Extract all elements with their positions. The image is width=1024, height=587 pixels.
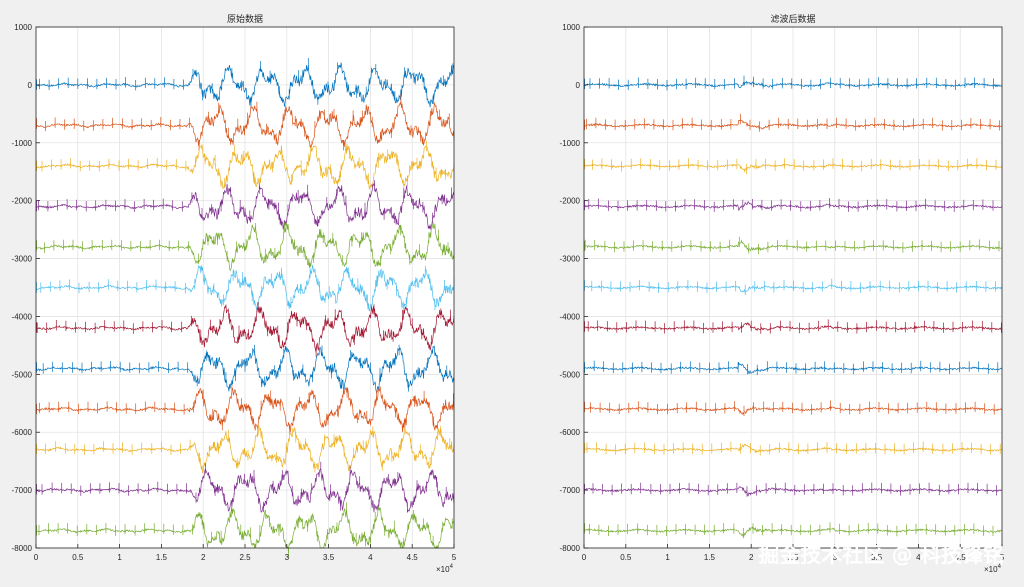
filtered-data-series-line-4: [583, 198, 1003, 213]
filtered-data-series-line-6: [583, 278, 1003, 295]
raw-data-y-tick-label: -7000: [12, 486, 33, 495]
filtered-data-y-tick-label: -8000: [560, 544, 581, 553]
raw-data-series-line-5: [35, 222, 455, 272]
filtered-data-y-tick-label: -4000: [560, 312, 581, 321]
filtered-data-x-tick-label: 4: [916, 553, 921, 562]
raw-data-x-multiplier: ×104: [436, 564, 454, 574]
raw-data-x-tick-label: 4: [368, 553, 373, 562]
raw-data-series-line-10: [35, 425, 455, 474]
filtered-data-title: 滤波后数据: [770, 13, 815, 24]
filtered-data-series-line-8: [583, 360, 1003, 376]
raw-data-series-line-11: [35, 461, 455, 513]
raw-data-y-tick-label: -1000: [12, 139, 33, 148]
raw-data-y-tick-label: -5000: [12, 370, 33, 379]
raw-data-series-line-1: [35, 58, 455, 108]
raw-data-x-tick-label: 2.5: [239, 553, 251, 562]
filtered-data-series-line-5: [583, 236, 1003, 255]
filtered-data-y-tick-label: -6000: [560, 428, 581, 437]
raw-data-series-line-3: [35, 140, 455, 190]
filtered-data-series-line-7: [583, 319, 1003, 334]
raw-data-series-line-9: [35, 384, 455, 435]
filtered-data-x-tick-label: 2.5: [787, 553, 799, 562]
filtered-data-x-tick-label: 4.5: [955, 553, 967, 562]
raw-data-y-tick-label: 1000: [14, 23, 32, 32]
raw-data-x-tick-label: 5: [452, 553, 457, 562]
raw-data-series-line-6: [35, 264, 455, 312]
raw-data-series-line-7: [35, 302, 455, 357]
filtered-data-axes: 0 0.5 1 1.5 2 2.5 3 3.5 4 4.5 5 1000 0 -1000 -2000 -300…: [560, 13, 1005, 574]
filtered-data-y-tick-label: -1000: [560, 139, 581, 148]
raw-data-y-tick-label: -6000: [12, 428, 33, 437]
raw-data-axes: 0 0.5 1 1.5 2 2.5 3 3.5 4 4.5 5 1000 0 -1000 -2000 -300…: [12, 13, 457, 574]
raw-data-series-line-4: [35, 180, 455, 230]
raw-data-x-tick-label: 2: [201, 553, 206, 562]
filtered-data-series-line-12: [583, 522, 1003, 539]
raw-data-x-tick-label: 0.5: [72, 553, 84, 562]
filtered-data-x-tick-label: 3: [833, 553, 838, 562]
raw-data-y-tick-label: -4000: [12, 312, 33, 321]
filtered-data-series-line-9: [583, 400, 1003, 417]
filtered-data-x-multiplier: ×104: [984, 564, 1002, 574]
raw-data-y-tick-label: -8000: [12, 544, 33, 553]
filtered-data-x-tick-label: 0: [582, 553, 587, 562]
raw-data-series-line-2: [35, 94, 455, 151]
raw-data-y-tick-label: 0: [28, 81, 33, 90]
raw-data-title: 原始数据: [227, 13, 263, 24]
filtered-data-x-tick-label: 1.5: [704, 553, 716, 562]
filtered-data-y-tick-label: 1000: [562, 23, 580, 32]
raw-data-y-tick-label: -2000: [12, 197, 33, 206]
filtered-data-series-line-3: [583, 158, 1003, 175]
filtered-data-y-tick-label: -5000: [560, 370, 581, 379]
filtered-data-x-tick-label: 2: [749, 553, 754, 562]
raw-data-y-tick-label: -3000: [12, 255, 33, 264]
raw-data-x-tick-label: 1.5: [156, 553, 168, 562]
raw-data-x-tick-label: 1: [117, 553, 122, 562]
filtered-data-series-line-10: [583, 441, 1003, 456]
raw-data-x-tick-label: 3.5: [323, 553, 335, 562]
filtered-data-y-tick-label: -2000: [560, 197, 581, 206]
filtered-data-y-tick-label: -7000: [560, 486, 581, 495]
filtered-data-y-tick-label: -3000: [560, 255, 581, 264]
raw-data-x-tick-label: 0: [34, 553, 39, 562]
filtered-data-series-line-1: [583, 75, 1003, 91]
raw-data-series-line-8: [35, 344, 455, 394]
raw-data-x-tick-label: 3: [285, 553, 290, 562]
filtered-data-x-tick-label: 1: [665, 553, 670, 562]
raw-data-x-tick-label: 4.5: [407, 553, 419, 562]
filtered-data-series-line-2: [583, 113, 1003, 132]
watermark-text: 掘金技术社区 @ 科技锋铭: [758, 543, 1004, 567]
filtered-data-series-line-11: [583, 482, 1003, 497]
raw-data-series-line-12: [35, 502, 455, 558]
filtered-data-x-tick-label: 3.5: [871, 553, 883, 562]
filtered-data-x-tick-label: 0.5: [620, 553, 632, 562]
filtered-data-x-tick-label: 5: [1000, 553, 1005, 562]
filtered-data-y-tick-label: 0: [576, 81, 581, 90]
